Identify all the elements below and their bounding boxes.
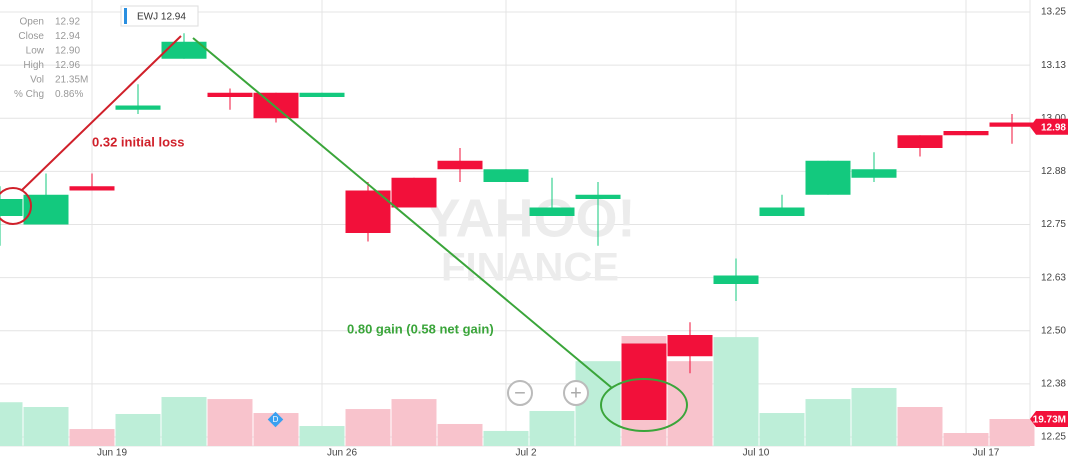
- x-tick-label: Jul 2: [515, 448, 537, 459]
- zoom-button[interactable]: [507, 380, 533, 406]
- candle-body: [69, 186, 115, 191]
- readout-label: Low: [26, 46, 45, 57]
- volume-bar: [437, 423, 483, 446]
- annotation-line: [21, 35, 182, 191]
- y-tick-label: 12.50: [1041, 325, 1066, 336]
- volume-bar: [805, 399, 851, 446]
- y-tick-label: 12.38: [1041, 379, 1066, 390]
- volume-bar: [391, 399, 437, 446]
- volume-bar: [483, 430, 529, 446]
- annotations: D 0.32 initial loss 0.80 gain (0.58 net ga…: [0, 35, 688, 432]
- volume-bar: [943, 433, 989, 446]
- price-badge: [1030, 118, 1068, 135]
- candle-body: [805, 160, 851, 195]
- candle-body: [483, 169, 529, 182]
- axis: 12.25 12.38 12.50 12.63 12.75 12.88 13.00 13.13…: [97, 7, 1068, 459]
- candle-body: [437, 160, 483, 170]
- y-tick-label: 12.88: [1041, 166, 1066, 177]
- symbol-badge: EWJ 12.94: [137, 12, 186, 23]
- candle-body: [667, 335, 713, 357]
- annotation-text: 0.32 initial loss: [92, 134, 185, 149]
- readout-value: 0.86%: [55, 89, 83, 100]
- y-tick-label: 12.63: [1041, 272, 1066, 283]
- annotation-text: 0.80 gain (0.58 net gain): [347, 321, 494, 336]
- readout-value: 21.35M: [55, 75, 88, 86]
- watermark: YAHOO!FINANCE: [424, 188, 635, 289]
- candle-body: [529, 207, 575, 216]
- readout-label: High: [23, 60, 44, 71]
- readout-label: Vol: [30, 75, 44, 86]
- dividend-marker-letter: D: [273, 415, 279, 424]
- y-tick-label: 13.25: [1041, 7, 1066, 18]
- annotation-circle: [0, 187, 32, 225]
- volume-bar: [667, 361, 713, 446]
- volume-bar: [989, 419, 1035, 446]
- candle-body: [897, 135, 943, 148]
- candle-body: [759, 207, 805, 216]
- volume-bar: [759, 413, 805, 446]
- watermark-text: FINANCE: [441, 246, 619, 290]
- volume-bar: [207, 399, 253, 446]
- y-tick-label: 13.13: [1041, 60, 1066, 71]
- candle-body: [713, 275, 759, 284]
- candle-body: [391, 177, 437, 208]
- volume-bar: [115, 413, 161, 446]
- annotation-line: [192, 37, 613, 389]
- readout: Open 12.92 Close 12.94 Low 12.90 High 12.96 Vol 2…: [14, 5, 199, 100]
- volume-bar: [299, 426, 345, 446]
- symbol-badge-box: [120, 5, 199, 27]
- volume-bar: [69, 429, 115, 446]
- candle-body: [575, 194, 621, 199]
- x-tick-label: Jul 17: [973, 448, 1000, 459]
- volume-bar: [161, 397, 207, 446]
- readout-value: 12.96: [55, 60, 80, 71]
- readout-value: 12.92: [55, 17, 80, 28]
- readout-label: Open: [20, 17, 44, 28]
- volume-bar: [529, 410, 575, 446]
- x-tick-label: Jun 26: [327, 448, 357, 459]
- volume-bar: [0, 402, 23, 446]
- candle-body: [299, 92, 345, 97]
- candle-body: [207, 92, 253, 97]
- candle-body: [943, 131, 989, 136]
- readout-label: Close: [18, 31, 44, 42]
- zoom-button-icon[interactable]: +: [570, 382, 582, 404]
- candle-body: [161, 41, 207, 59]
- readout-value: 12.90: [55, 46, 80, 57]
- y-tick-label: 13.00: [1041, 113, 1066, 124]
- candles: [0, 33, 1035, 420]
- y-tick-label: 12.25: [1041, 432, 1066, 443]
- zoom-button[interactable]: [563, 380, 589, 406]
- annotation-ellipse: [600, 378, 688, 432]
- volume-bars: [0, 336, 1035, 446]
- readout-value: 12.94: [55, 31, 80, 42]
- volume-bar: [897, 407, 943, 446]
- volume-bar: [345, 409, 391, 446]
- candle-body: [851, 169, 897, 178]
- volume-bar: [851, 387, 897, 446]
- candle-body: [621, 343, 667, 420]
- candle-body: [115, 105, 161, 110]
- candle-body: [989, 122, 1035, 127]
- readout-label: % Chg: [14, 89, 44, 100]
- volume-bar: [713, 337, 759, 446]
- y-tick-label: 12.75: [1041, 219, 1066, 230]
- zoom-button-icon[interactable]: −: [514, 382, 526, 404]
- volume-badge: [1030, 411, 1068, 428]
- symbol-badge-marker: [124, 8, 127, 24]
- volume-bar: [23, 407, 69, 446]
- candle-body: [0, 199, 23, 216]
- price-badge-label: 12.98: [1041, 122, 1066, 133]
- candle-body: [253, 92, 299, 119]
- x-tick-label: Jun 19: [97, 448, 127, 459]
- x-tick-label: Jul 10: [743, 448, 770, 459]
- volume-badge-label: 19.73M: [1033, 415, 1066, 426]
